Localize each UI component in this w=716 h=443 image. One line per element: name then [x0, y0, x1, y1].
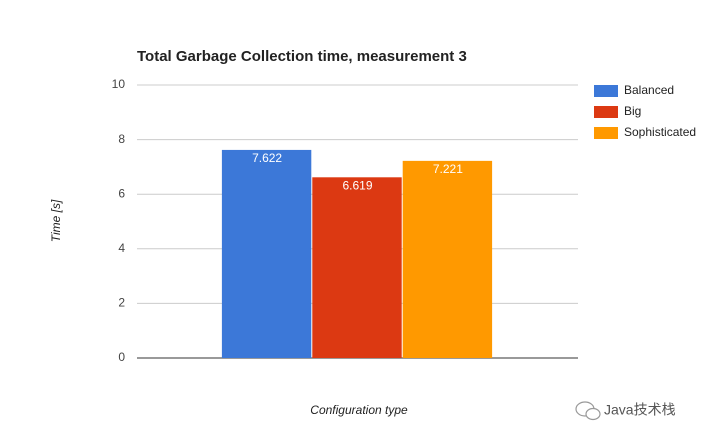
- legend-swatch: [594, 85, 618, 97]
- data-label: 7.221: [433, 162, 463, 176]
- chart-title: Total Garbage Collection time, measureme…: [137, 48, 467, 65]
- legend-swatch: [594, 106, 618, 118]
- data-label: 7.622: [252, 151, 282, 165]
- data-label: 6.619: [342, 178, 372, 192]
- y-tick-label: 10: [112, 77, 126, 91]
- bar: [402, 160, 493, 358]
- bar: [312, 177, 402, 358]
- watermark: Java技术栈: [604, 402, 676, 418]
- legend-label: Sophisticated: [624, 125, 696, 139]
- y-tick-label: 6: [118, 186, 125, 200]
- legend-label: Balanced: [624, 83, 674, 97]
- watermark-icon: [575, 401, 601, 421]
- legend-label: Big: [624, 104, 641, 118]
- y-axis-label: Time [s]: [49, 199, 63, 242]
- y-tick-label: 0: [118, 350, 125, 364]
- y-tick-label: 8: [118, 132, 125, 146]
- y-tick-label: 4: [118, 241, 125, 255]
- legend-swatch: [594, 127, 618, 139]
- x-axis-label: Configuration type: [310, 403, 408, 417]
- y-tick-label: 2: [118, 296, 125, 310]
- bar: [221, 149, 312, 358]
